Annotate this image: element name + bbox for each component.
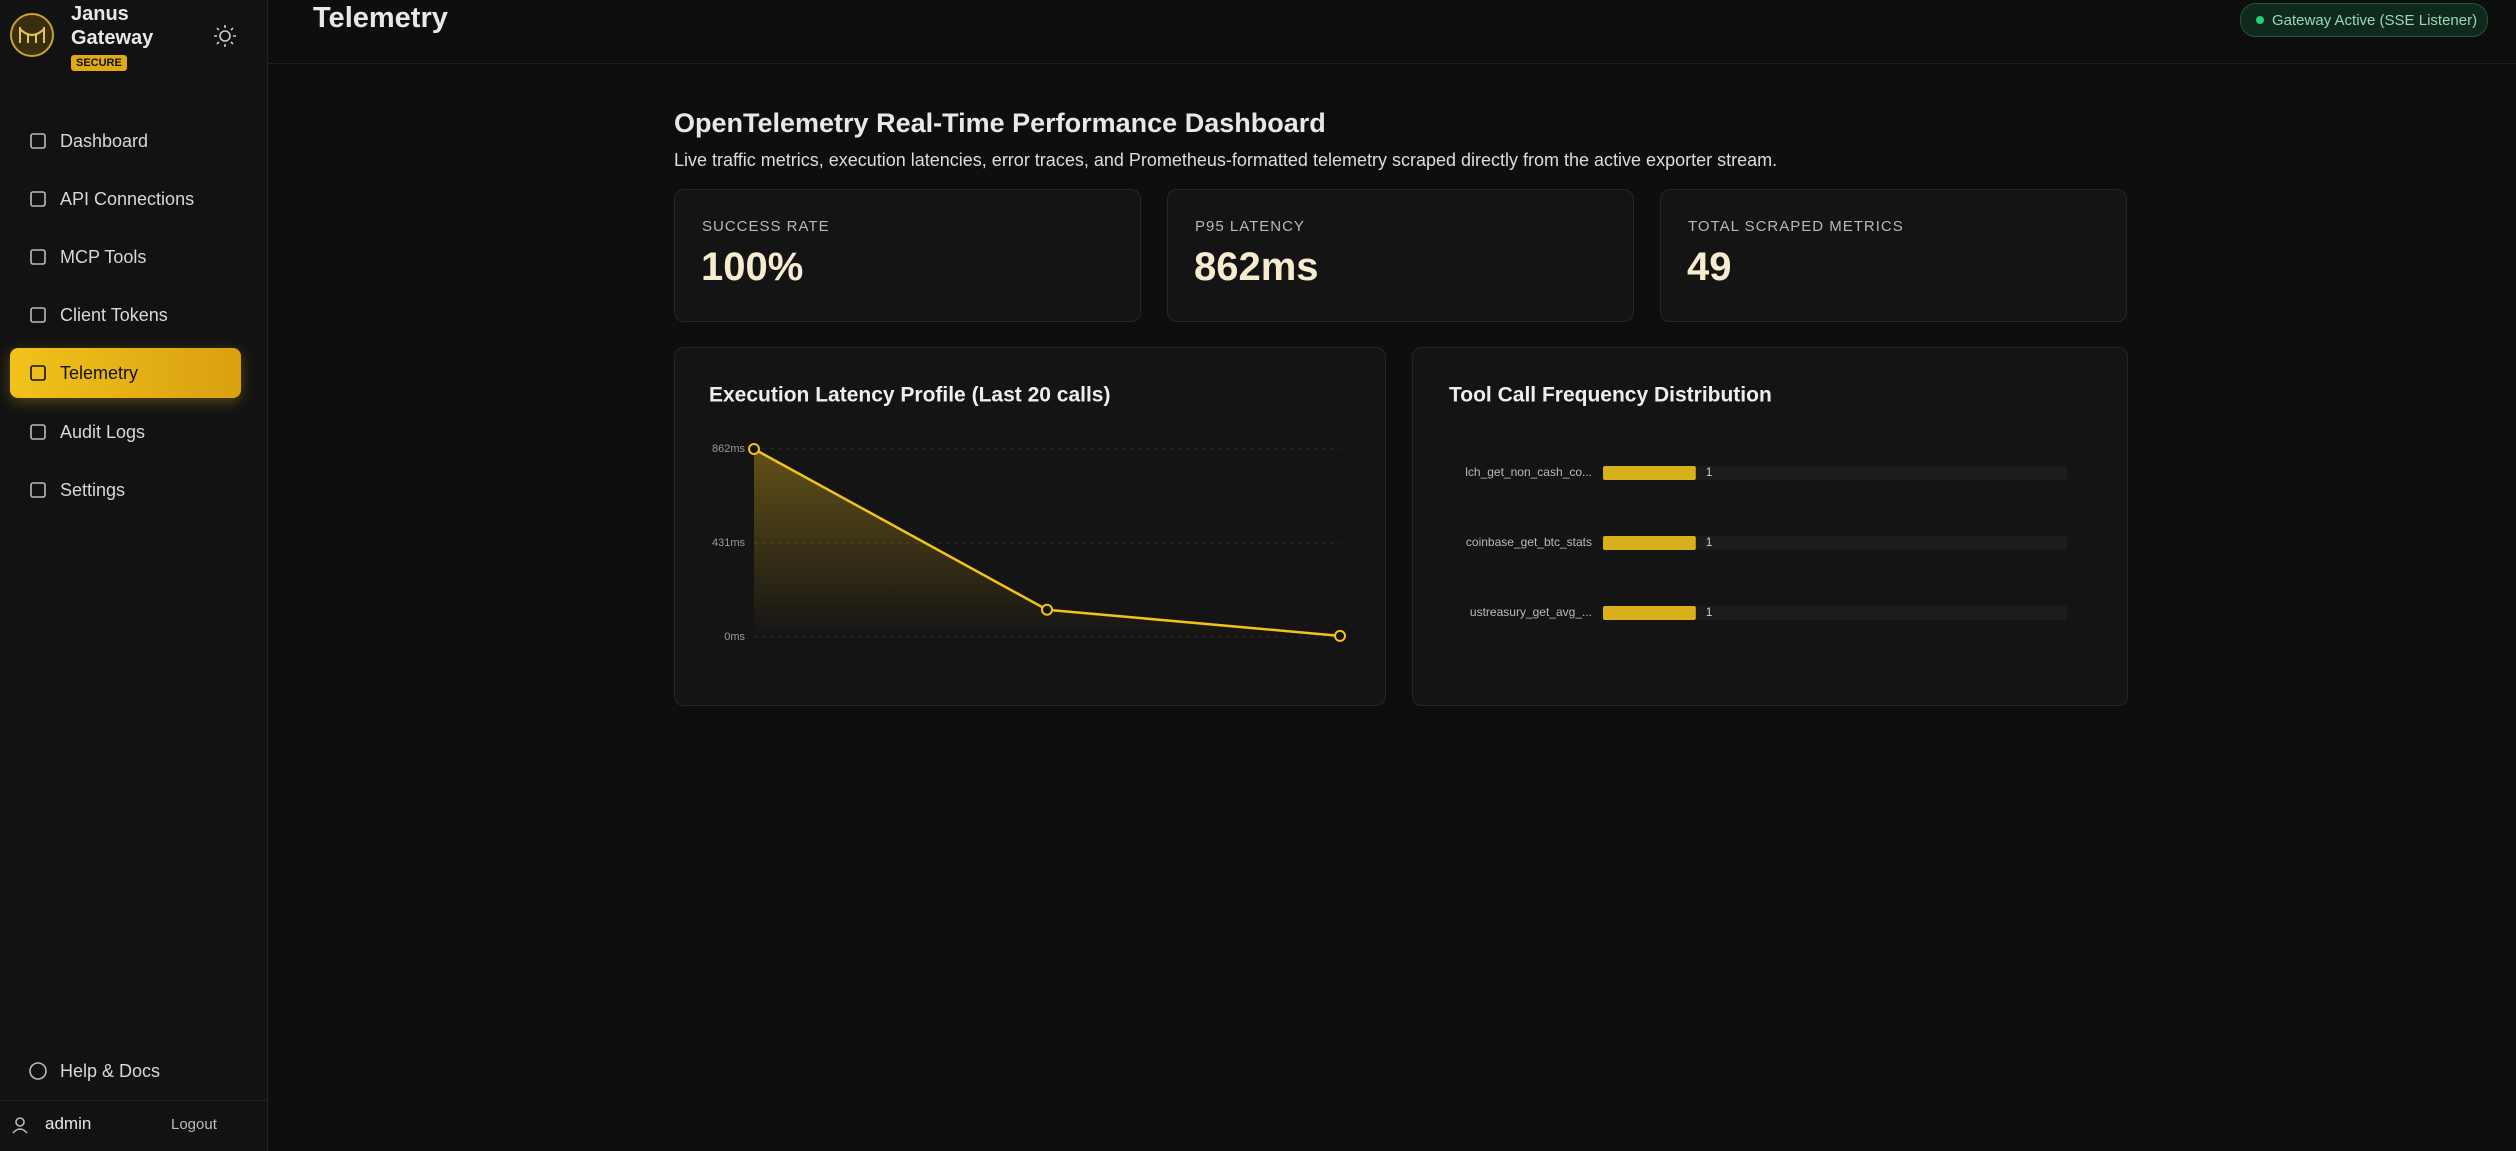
nav-item[interactable]: MCP Tools xyxy=(10,232,241,282)
nav-icon xyxy=(30,191,46,207)
icon-shape xyxy=(30,133,46,149)
nav-label: API Connections xyxy=(60,188,195,209)
status-text: Gateway Active (SSE Listener) xyxy=(2272,11,2478,29)
sidebar: Janus Gateway SECURE Dashboard API Connec… xyxy=(0,0,268,1151)
stat-card: SUCCESS RATE 100% xyxy=(674,189,1141,322)
nav-label: Audit Logs xyxy=(60,421,146,442)
header xyxy=(268,0,2516,64)
page-title: OpenTelemetry Real-Time Performance Dash… xyxy=(674,108,1326,138)
nav-icon xyxy=(30,365,46,381)
help-text: Help & Docs xyxy=(60,1060,161,1081)
nav-item[interactable]: Client Tokens xyxy=(10,290,241,340)
stat-value: 49 xyxy=(1687,245,1732,289)
bar-track xyxy=(1603,536,2067,550)
category-label: coinbase_get_btc_stats xyxy=(1466,535,1592,549)
stat-label: SUCCESS RATE xyxy=(702,218,830,235)
brand: Janus Gateway xyxy=(71,3,154,49)
point xyxy=(748,443,760,455)
nav-icon xyxy=(30,249,46,265)
nav-label: MCP Tools xyxy=(60,246,147,267)
icon-shape xyxy=(30,482,46,498)
icon-shape xyxy=(30,191,46,207)
value-label: 1 xyxy=(1706,535,1713,549)
y-tick-label: 0ms xyxy=(724,631,745,643)
status-pill: Gateway Active (SSE Listener) xyxy=(2240,3,2488,37)
header-title: Telemetry xyxy=(313,2,448,34)
chart-title: Execution Latency Profile (Last 20 calls… xyxy=(709,384,1110,407)
help-link[interactable]: Help & Docs xyxy=(10,1046,241,1096)
chart-card xyxy=(1412,347,2128,706)
bar-track xyxy=(1603,606,2067,620)
user-icon xyxy=(12,1117,28,1134)
logo xyxy=(10,13,54,57)
value-label: 1 xyxy=(1706,605,1713,619)
icon-shape xyxy=(30,249,46,265)
bar xyxy=(1603,536,1696,550)
nav-icon xyxy=(30,482,46,498)
icon-shape xyxy=(30,307,46,323)
nav-label: Telemetry xyxy=(60,362,139,383)
point xyxy=(1334,629,1346,642)
value-label: 1 xyxy=(1706,465,1713,479)
category-label: ustreasury_get_avg_... xyxy=(1470,605,1592,619)
nav-item[interactable]: API Connections xyxy=(10,174,241,224)
nav-item[interactable]: Audit Logs xyxy=(10,407,241,457)
badge: SECURE xyxy=(71,55,127,71)
area xyxy=(754,449,1340,637)
chart-title: Tool Call Frequency Distribution xyxy=(1449,384,1772,407)
logout[interactable]: Logout xyxy=(171,1116,217,1133)
stat-value: 100% xyxy=(701,245,804,289)
bar xyxy=(1603,606,1696,620)
category-label: lch_get_non_cash_co... xyxy=(1465,465,1592,479)
bar xyxy=(1603,466,1696,480)
nav-label: Settings xyxy=(60,479,126,500)
y-tick-label: 431ms xyxy=(712,537,746,549)
nav-icon xyxy=(30,424,46,440)
bar-track xyxy=(1603,466,2067,480)
theme-toggle[interactable] xyxy=(213,24,237,48)
nav-item[interactable]: Telemetry xyxy=(10,348,241,398)
divider xyxy=(0,1100,267,1101)
stat-card: P95 LATENCY 862ms xyxy=(1167,189,1634,322)
stat-label: TOTAL SCRAPED METRICS xyxy=(1688,218,1904,235)
point xyxy=(1041,603,1053,616)
nav-icon xyxy=(30,133,46,149)
stat-value: 862ms xyxy=(1194,245,1319,289)
nav-label: Client Tokens xyxy=(60,304,168,325)
nav-item[interactable]: Dashboard xyxy=(10,116,241,166)
nav-icon xyxy=(30,307,46,323)
icon-shape xyxy=(30,424,46,440)
stat-label: P95 LATENCY xyxy=(1195,218,1305,235)
username: admin xyxy=(45,1114,92,1133)
nav-label: Dashboard xyxy=(60,130,149,151)
y-tick-label: 862ms xyxy=(712,443,746,455)
nav-item[interactable]: Settings xyxy=(10,465,241,515)
stat-card: TOTAL SCRAPED METRICS 49 xyxy=(1660,189,2127,322)
icon-shape xyxy=(30,365,46,381)
page-subtitle: Live traffic metrics, execution latencie… xyxy=(674,150,1778,170)
